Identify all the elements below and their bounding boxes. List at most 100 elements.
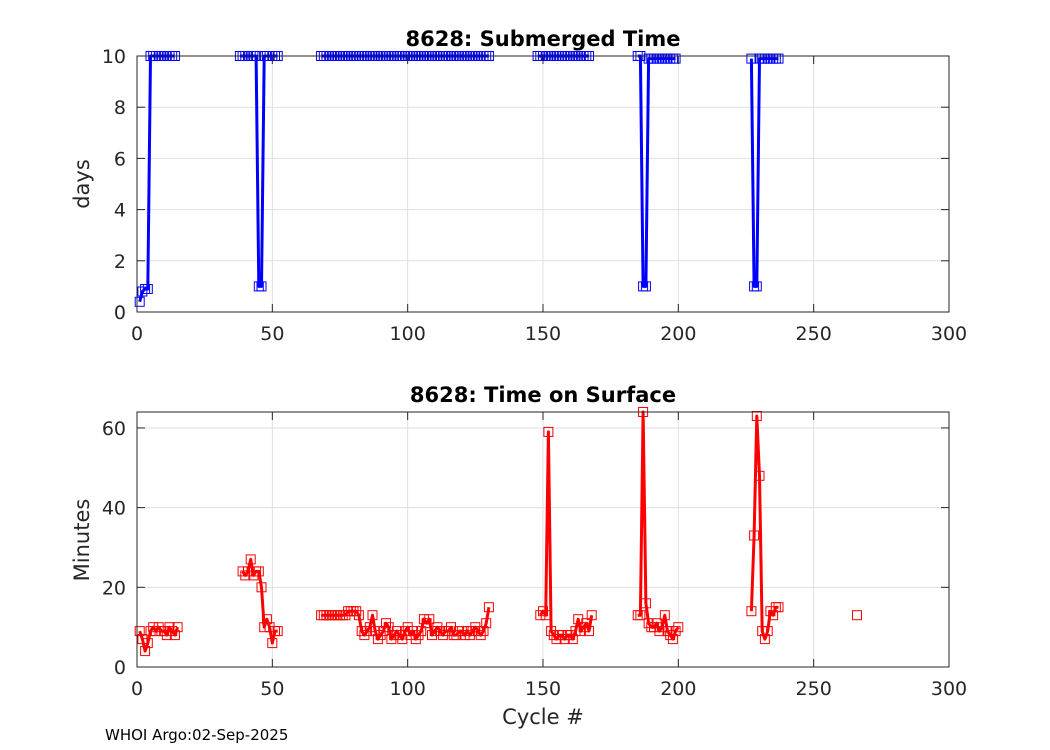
data-point-marker [670,53,681,64]
y-tick-label: 6 [114,148,126,170]
data-point-marker [256,281,267,292]
data-point-marker [746,53,757,64]
data-point-marker [446,622,456,633]
data-point-marker [575,626,586,637]
data-point-marker [134,296,145,307]
data-point-marker [659,610,670,621]
x-tick-label: 100 [390,323,426,345]
data-point-marker [481,618,492,629]
data-point-marker [749,530,760,541]
data-point-marker [773,53,784,64]
y-tick-label: 8 [114,97,126,119]
data-point-marker [148,622,159,633]
data-point-marker [134,626,145,637]
data-point-marker [253,566,264,577]
data-point-marker [264,622,275,633]
time-on-surface-series [134,407,862,657]
data-point-marker [570,626,581,637]
y-tick-label: 40 [102,498,126,520]
x-tick-label: 300 [931,323,967,345]
data-point-marker [567,634,578,645]
submerged-time-ticks: 0 50 100 150 200 250 300 0 2 4 6 8 10 [102,46,967,345]
data-point-marker [667,634,678,645]
x-tick-label: 50 [260,678,284,700]
data-point-marker [584,626,594,637]
data-point-marker [272,626,283,637]
x-tick-label: 100 [390,678,426,700]
data-point-marker [751,281,762,292]
data-point-marker [654,626,665,637]
data-point-marker [757,626,768,637]
y-tick-label: 4 [114,200,126,222]
data-point-marker [470,622,481,633]
data-point-marker [172,622,183,633]
data-point-marker [416,626,427,637]
data-point-marker [261,614,272,625]
y-tick-label: 20 [102,577,126,599]
data-point-marker [245,554,256,565]
data-point-marker [378,626,389,637]
time-on-surface-plot: 0 50 100 150 200 250 300 0 20 40 60 8628: Time on … [70,383,967,729]
data-point-marker [142,638,153,649]
data-point-marker [142,284,153,294]
data-point-marker [353,610,364,621]
data-point-marker [483,602,494,613]
x-tick-label: 0 [131,678,143,700]
data-point-marker [164,622,175,633]
y-tick-label: 0 [114,302,126,324]
footer-text: WHOI Argo:02-Sep-2025 [105,726,288,744]
data-point-marker [581,618,592,629]
data-point-marker [383,622,394,633]
x-tick-label: 200 [660,323,696,345]
series-line [241,557,278,645]
data-point-marker [140,646,151,657]
submerged-time-title: 8628: Submerged Time [405,27,680,51]
data-point-marker [424,614,435,625]
y-tick-label: 2 [114,251,126,273]
data-point-marker [852,610,862,621]
data-point-marker [762,626,773,637]
data-point-marker [150,626,161,637]
data-point-marker [169,630,180,641]
data-point-marker [773,602,784,613]
data-point-marker [540,610,551,621]
x-tick-label: 300 [931,678,967,700]
data-point-marker [432,622,443,633]
time-on-surface-ticks: 0 50 100 150 200 250 300 0 20 40 60 [102,412,967,700]
x-tick-label: 250 [796,323,832,345]
data-point-marker [640,598,651,609]
data-point-marker [543,426,554,437]
data-point-marker [364,622,375,633]
data-point-marker [478,626,489,637]
series-line [749,414,779,641]
x-tick-label: 0 [131,323,143,345]
data-point-marker [657,622,668,633]
y-tick-label: 60 [102,418,126,440]
x-tick-label: 150 [525,323,561,345]
time-on-surface-title: 8628: Time on Surface [410,383,676,407]
data-point-marker [673,622,684,633]
data-point-marker [267,638,278,649]
data-point-marker [362,626,373,637]
x-tick-label: 200 [660,678,696,700]
data-point-marker [586,610,597,621]
y-tick-label: 0 [114,657,126,679]
x-tick-label: 250 [796,678,832,700]
data-point-marker [759,634,770,645]
series-line [138,625,180,653]
data-point-marker [259,622,270,633]
data-point-marker [670,626,681,637]
data-point-marker [768,610,779,621]
time-on-surface-ylabel: Minutes [70,499,94,582]
y-tick-label: 10 [102,46,126,68]
data-point-marker [746,606,757,617]
data-point-marker [256,582,267,593]
data-point-marker [754,470,765,481]
data-point-marker [635,610,646,621]
data-point-marker [145,626,156,637]
submerged-time-ylabel: days [70,159,94,209]
data-point-marker [640,281,651,292]
x-tick-label: 150 [525,678,561,700]
data-point-marker [367,610,378,621]
